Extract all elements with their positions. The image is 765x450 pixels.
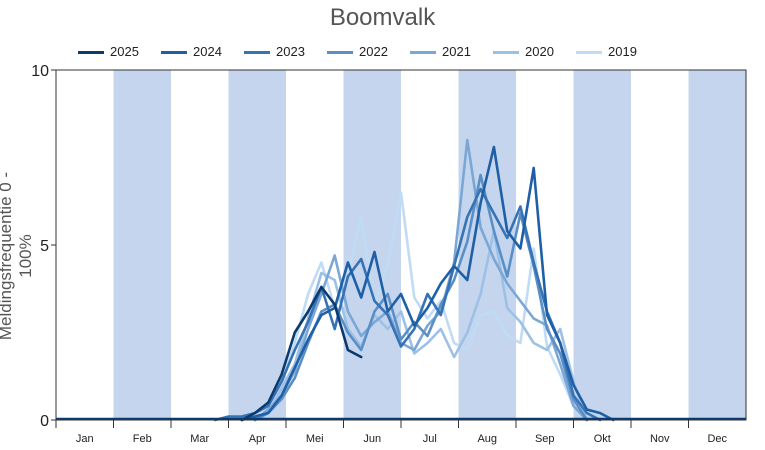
legend-label: 2019 [608, 44, 637, 59]
series-line-2019 [253, 191, 589, 422]
series-line-2025 [240, 285, 363, 422]
y-tick-label: 0 [40, 413, 49, 430]
series-line-2023 [213, 187, 602, 422]
x-tick-label: Aug [477, 433, 497, 445]
x-tick-label: Sep [535, 433, 555, 445]
x-tick-label: Okt [594, 433, 611, 445]
x-tick-label: Jul [423, 433, 437, 445]
chart-title: Boomvalk [329, 4, 436, 31]
month-band-dec [688, 70, 746, 420]
month-band-apr [228, 70, 286, 420]
x-tick-label: Mar [190, 433, 209, 445]
x-tick-label: Apr [249, 433, 266, 445]
x-tick-label: Feb [133, 433, 152, 445]
y-axis-label: Meldingsfrequentie 0 - 100% [0, 172, 35, 341]
x-tick-label: Jan [76, 433, 94, 445]
y-tick-label: 10 [31, 63, 49, 80]
y-tick-label: 5 [40, 238, 49, 255]
series-line-2024 [240, 145, 615, 422]
legend-swatch [78, 51, 104, 54]
legend-swatch [327, 51, 353, 54]
legend-label: 2020 [525, 44, 554, 59]
legend-label: 2025 [110, 44, 139, 59]
month-band-feb [113, 70, 171, 420]
month-band-okt [573, 70, 631, 420]
legend-swatch [576, 51, 602, 54]
legend-swatch [410, 51, 436, 54]
legend-label: 2024 [193, 44, 222, 59]
x-tick-label: Jun [363, 433, 381, 445]
x-tick-label: Nov [650, 433, 670, 445]
legend-swatch [493, 51, 519, 54]
legend-label: 2022 [359, 44, 388, 59]
series-line-2020 [253, 229, 589, 422]
series-line-2021 [253, 138, 589, 422]
legend-swatch [161, 51, 187, 54]
legend-swatch [244, 51, 270, 54]
legend-label: 2023 [276, 44, 305, 59]
x-tick-label: Dec [707, 433, 727, 445]
x-tick-label: Mei [306, 433, 324, 445]
legend-label: 2021 [442, 44, 471, 59]
